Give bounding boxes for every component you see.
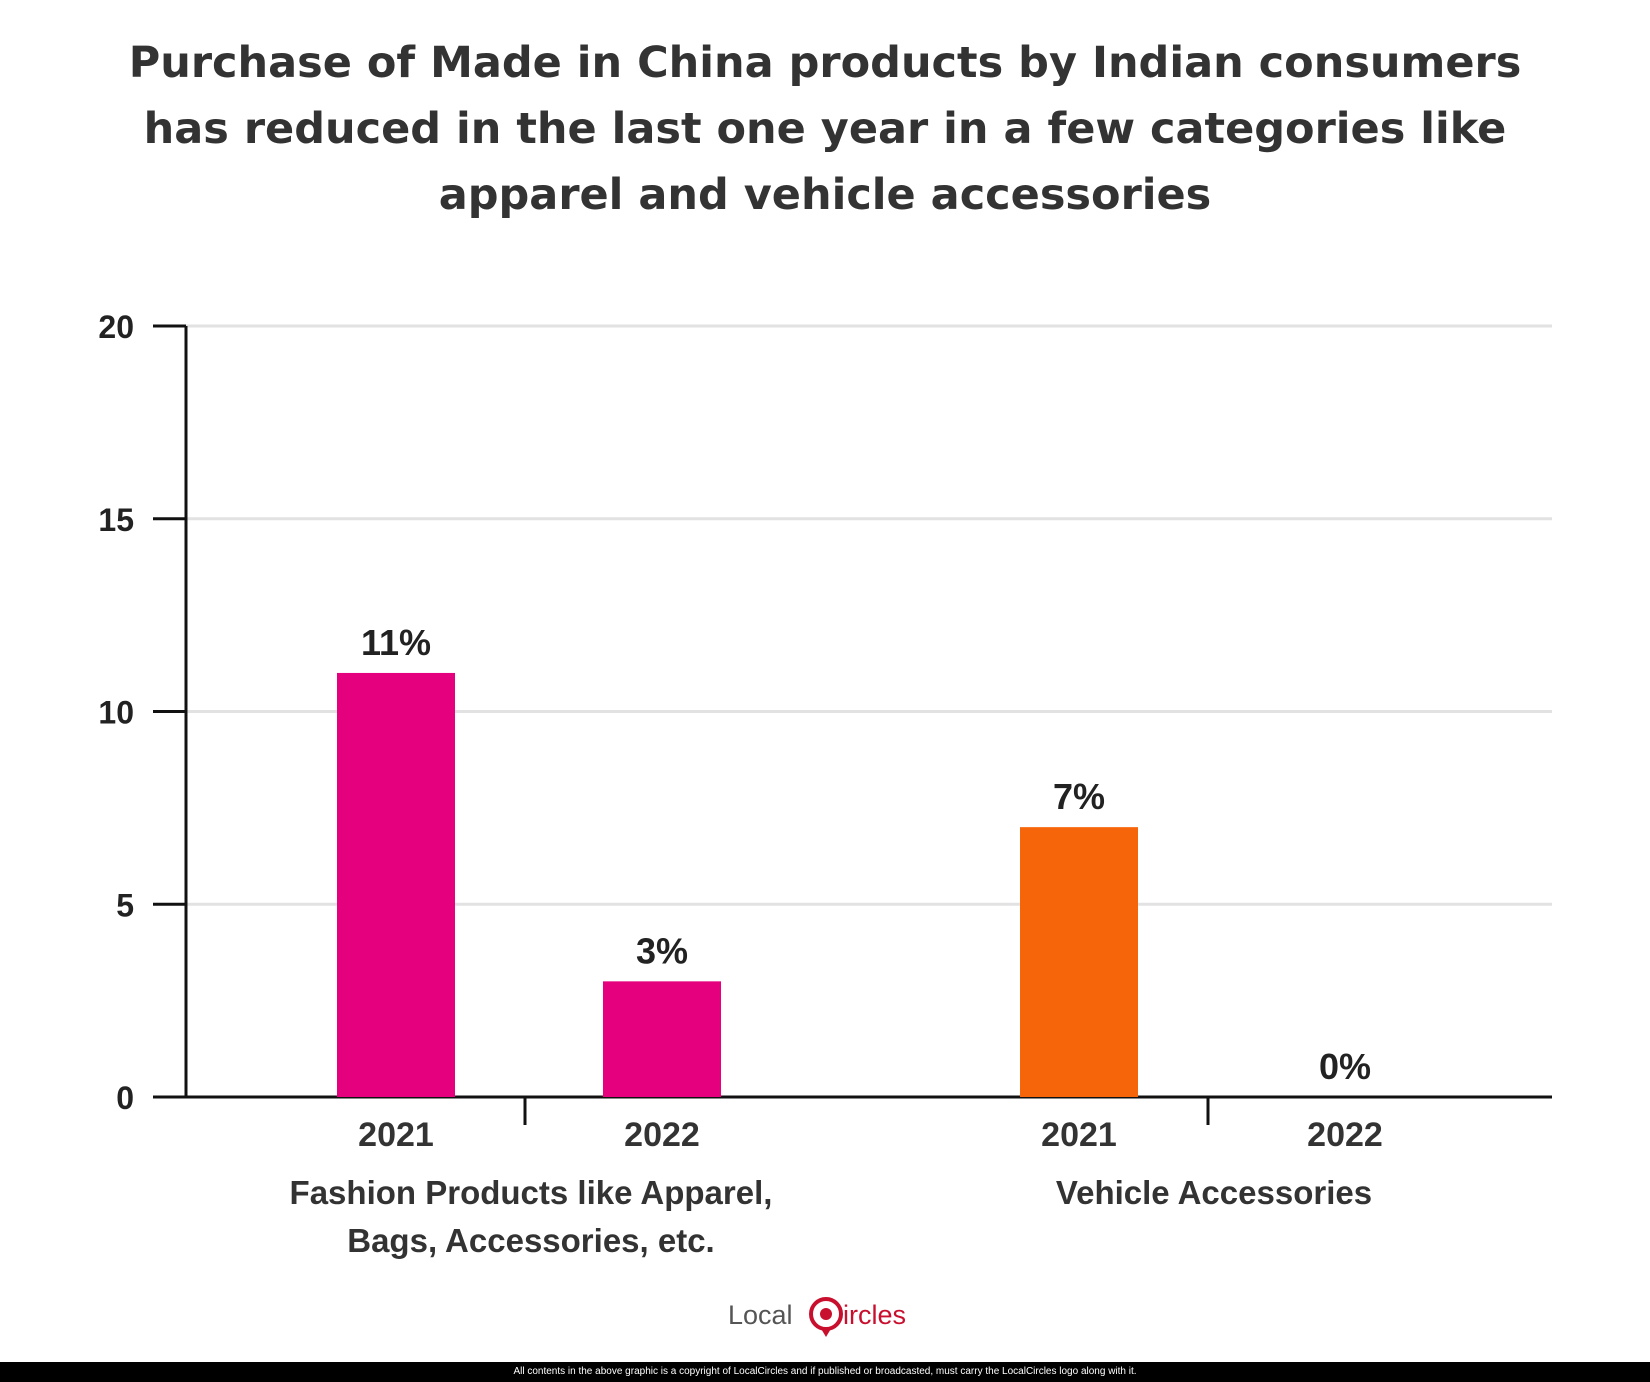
bar xyxy=(1020,827,1138,1097)
logo-pin-tail xyxy=(820,1327,832,1337)
bar-value-label: 0% xyxy=(1319,1046,1371,1087)
y-tick-label: 10 xyxy=(98,695,134,731)
y-tick-label: 5 xyxy=(116,887,134,923)
category-label: Bags, Accessories, etc. xyxy=(347,1222,714,1259)
logo-text-left: Local xyxy=(728,1300,793,1330)
y-tick-label: 15 xyxy=(98,502,134,538)
category-label: Fashion Products like Apparel, xyxy=(290,1174,773,1211)
y-tick-label: 0 xyxy=(116,1080,134,1116)
bar xyxy=(337,672,455,1097)
bar-value-label: 3% xyxy=(636,930,688,971)
x-tick-label: 2021 xyxy=(358,1116,434,1154)
copyright-footer: All contents in the above graphic is a c… xyxy=(0,1362,1650,1382)
title-line-2: has reduced in the last one year in a fe… xyxy=(143,104,1507,154)
localcircles-logo: Local ircles xyxy=(728,1297,906,1337)
x-tick-label: 2021 xyxy=(1041,1116,1117,1154)
logo-text-right: ircles xyxy=(843,1300,906,1330)
title-line-3: apparel and vehicle accessories xyxy=(438,170,1212,220)
bar-value-label: 11% xyxy=(361,622,431,663)
title-line-1: Purchase of Made in China products by In… xyxy=(128,38,1522,88)
x-tick-label: 2022 xyxy=(1307,1116,1383,1154)
bar-chart: 0 5 10 15 20 11% 2021 3% 2022 Fashion Products li… xyxy=(98,309,1552,1259)
chart-title: Purchase of Made in China products by In… xyxy=(60,30,1590,228)
logo-pin-dot xyxy=(820,1308,832,1320)
x-tick-label: 2022 xyxy=(624,1116,700,1154)
bar-value-label: 7% xyxy=(1053,776,1105,817)
category-label: Vehicle Accessories xyxy=(1056,1174,1372,1211)
y-tick-label: 20 xyxy=(98,309,134,345)
bar xyxy=(603,981,721,1097)
